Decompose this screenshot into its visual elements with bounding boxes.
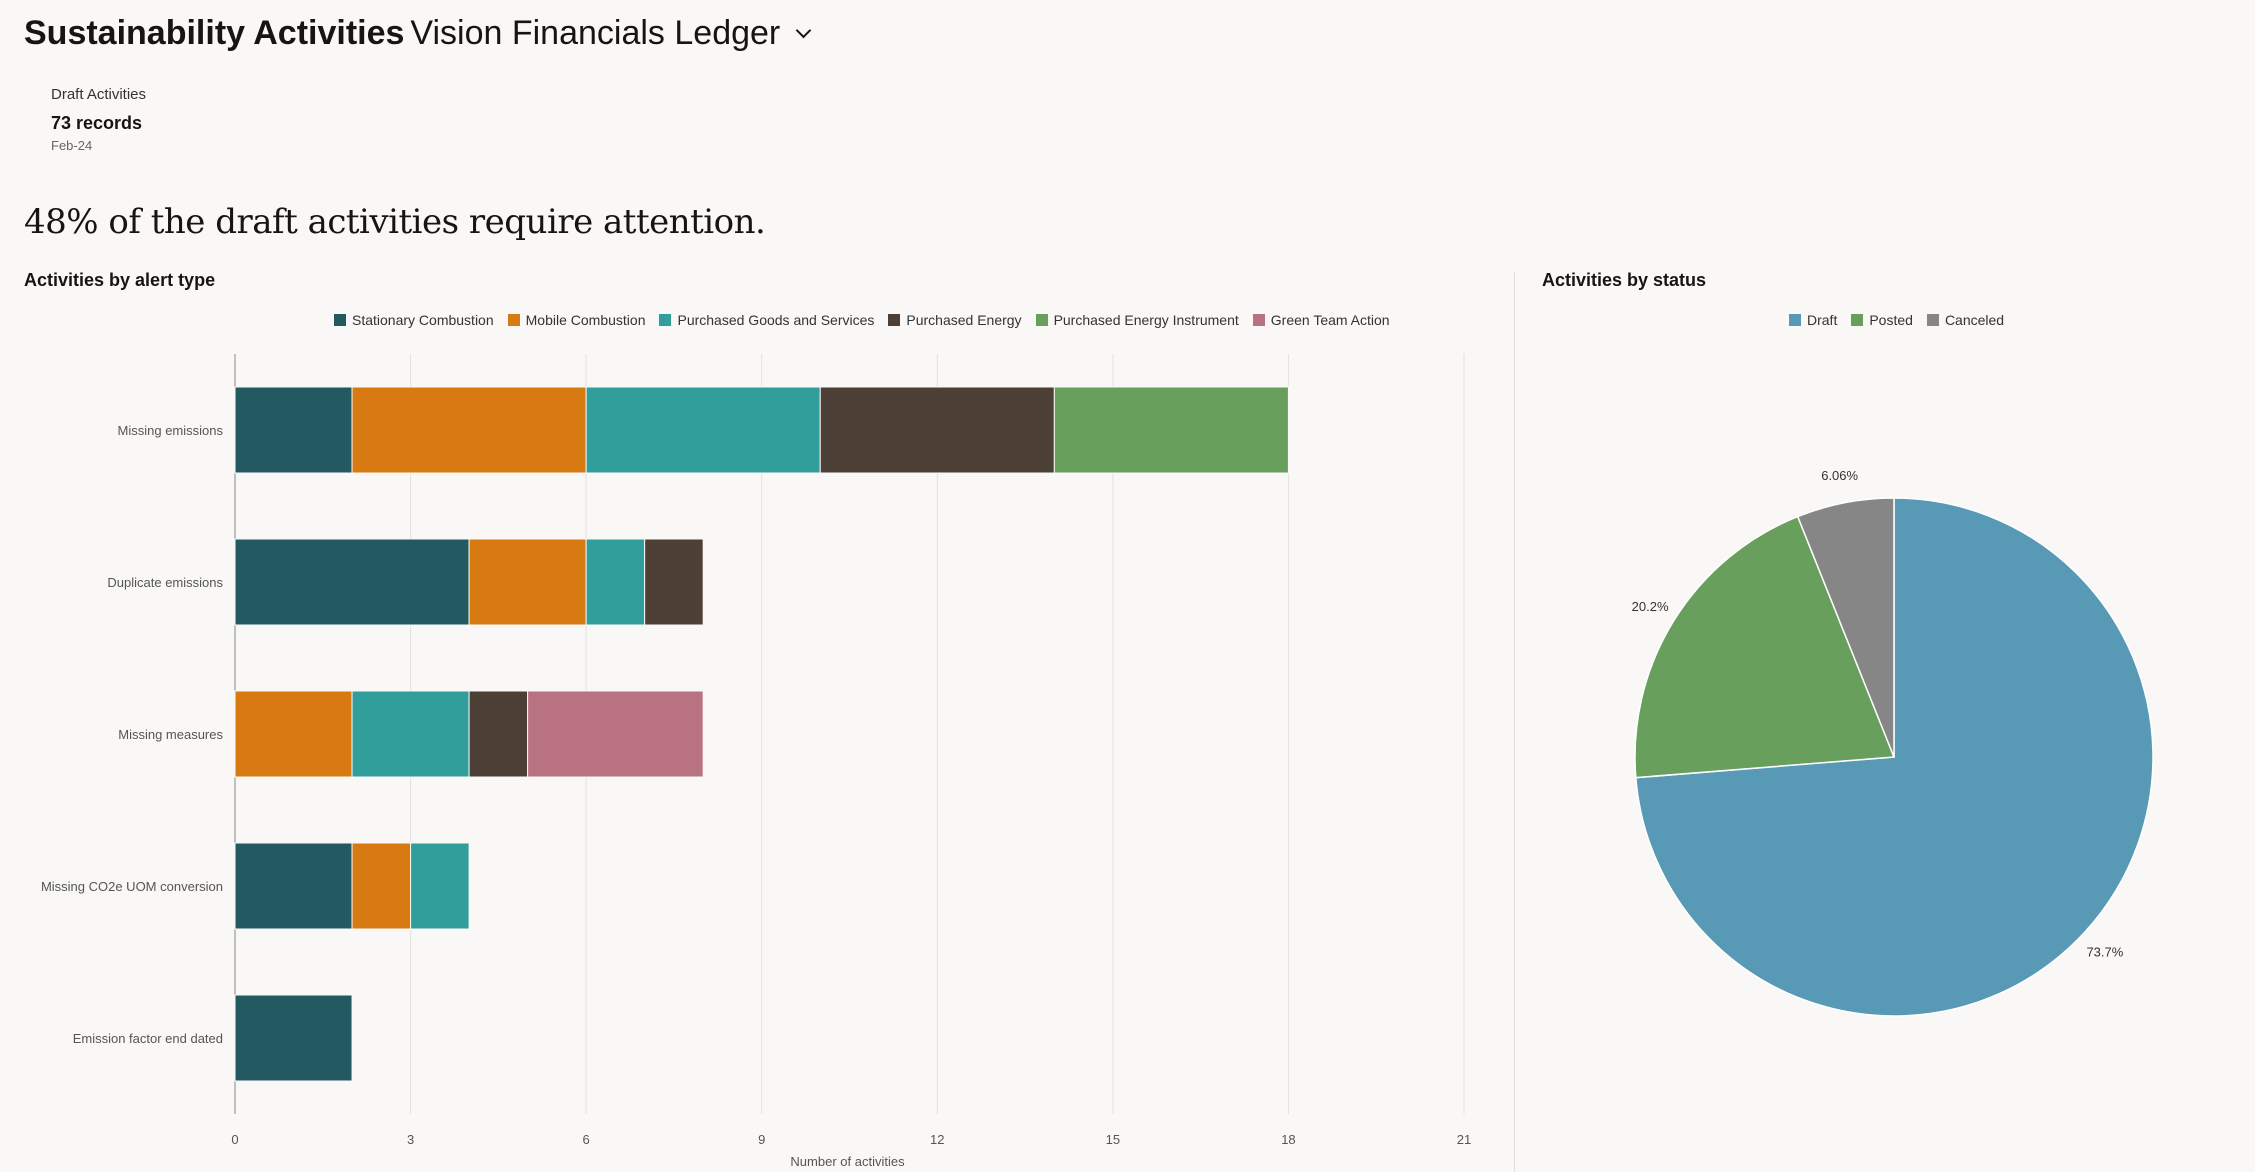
x-tick-label: 6 xyxy=(583,1132,590,1147)
y-category-label: Missing CO2e UOM conversion xyxy=(41,879,223,894)
bar-chart-title: Activities by alert type xyxy=(24,270,216,290)
x-tick-label: 9 xyxy=(758,1132,765,1147)
bar-segment xyxy=(468,538,587,626)
legend-label: Posted xyxy=(1869,312,1913,328)
legend-label: Green Team Action xyxy=(1270,312,1390,328)
pie-slice-label: 6.06% xyxy=(1821,468,1858,483)
legend-item[interactable]: Purchased Energy Instrument xyxy=(1035,312,1239,328)
bar-segment xyxy=(234,386,353,474)
legend-label: Purchased Goods and Services xyxy=(677,312,875,328)
legend-item[interactable]: Posted xyxy=(1851,312,1913,328)
legend-label: Mobile Combustion xyxy=(525,312,646,328)
bar-chart-legend: Stationary Combustion Mobile Combustion Pu… xyxy=(334,312,1390,328)
x-tick-label: 21 xyxy=(1457,1132,1471,1147)
x-tick-label: 0 xyxy=(231,1132,238,1147)
legend-item[interactable]: Canceled xyxy=(1926,312,2005,328)
bar-segment xyxy=(351,842,412,930)
summary-card-count: 73 records xyxy=(51,113,143,133)
legend-item[interactable]: Green Team Action xyxy=(1252,312,1390,328)
bar-segment xyxy=(468,690,529,778)
y-category-label: Emission factor end dated xyxy=(73,1031,223,1046)
pie-slice xyxy=(1796,497,1895,758)
legend-item[interactable]: Mobile Combustion xyxy=(507,312,646,328)
x-tick-label: 3 xyxy=(407,1132,414,1147)
x-tick-label: 18 xyxy=(1281,1132,1295,1147)
bar-segment xyxy=(644,538,704,626)
legend-label: Canceled xyxy=(1944,312,2005,328)
legend-swatch xyxy=(1789,314,1801,326)
legend-swatch xyxy=(1252,314,1265,326)
x-tick-label: 12 xyxy=(930,1132,944,1147)
summary-card-label[interactable]: Draft Activities xyxy=(51,86,147,103)
bar-segment xyxy=(1053,386,1289,474)
legend-item[interactable]: Purchased Goods and Services xyxy=(659,312,874,328)
chevron-down-icon[interactable] xyxy=(795,22,812,39)
ledger-selector[interactable]: Vision Financials Ledger xyxy=(410,14,812,52)
legend-swatch xyxy=(507,314,520,326)
legend-swatch xyxy=(888,314,901,326)
bar-chart: 0 3 6 9 12 15 18 21 Number of activities Missing … xyxy=(41,354,1471,1169)
bar-segment xyxy=(585,386,821,474)
legend-item[interactable]: Purchased Energy xyxy=(888,312,1022,328)
bar-segment xyxy=(351,386,587,474)
legend-swatch xyxy=(1851,314,1864,326)
bar-segment xyxy=(527,690,704,778)
legend-label: Draft xyxy=(1807,312,1838,328)
headline: 48% of the draft activities require atte… xyxy=(24,202,766,242)
bar-segment xyxy=(351,690,470,778)
page-title-main: Sustainability Activities xyxy=(24,14,405,52)
bar-segment xyxy=(234,842,353,930)
bar-segment xyxy=(234,994,353,1082)
pie-slice-label: 20.2% xyxy=(1632,599,1669,614)
summary-card-period: Feb-24 xyxy=(51,138,93,153)
page-title: Sustainability Activities Vision Financia… xyxy=(24,14,812,53)
legend-item[interactable]: Stationary Combustion xyxy=(334,312,494,328)
bar-segment xyxy=(234,690,353,778)
y-category-label: Missing emissions xyxy=(118,423,224,438)
x-tick-label: 15 xyxy=(1106,1132,1120,1147)
pie-chart: 73.7% 20.2% 6.06% xyxy=(1632,468,2154,1017)
bar-segment xyxy=(410,842,470,930)
legend-label: Purchased Energy xyxy=(906,312,1022,328)
legend-swatch xyxy=(1035,314,1048,326)
legend-swatch xyxy=(1926,314,1939,326)
pie-chart-legend: Draft Posted Canceled xyxy=(1789,312,2004,328)
pie-chart-title: Activities by status xyxy=(1542,270,1707,290)
bar-segment xyxy=(234,538,470,626)
legend-item[interactable]: Draft xyxy=(1789,312,1837,328)
chart-divider xyxy=(1514,272,1515,1172)
legend-label: Purchased Energy Instrument xyxy=(1053,312,1239,328)
legend-swatch xyxy=(334,314,346,326)
bar-segment xyxy=(819,386,1055,474)
y-category-label: Duplicate emissions xyxy=(107,575,223,590)
bar-segment xyxy=(585,538,646,626)
y-category-label: Missing measures xyxy=(118,727,223,742)
legend-label: Stationary Combustion xyxy=(352,312,494,328)
x-axis-title: Number of activities xyxy=(790,1154,905,1169)
pie-slice xyxy=(1634,515,1896,779)
ledger-name: Vision Financials Ledger xyxy=(410,14,781,52)
legend-swatch xyxy=(659,314,672,326)
pie-slice-label: 73.7% xyxy=(2086,945,2123,960)
